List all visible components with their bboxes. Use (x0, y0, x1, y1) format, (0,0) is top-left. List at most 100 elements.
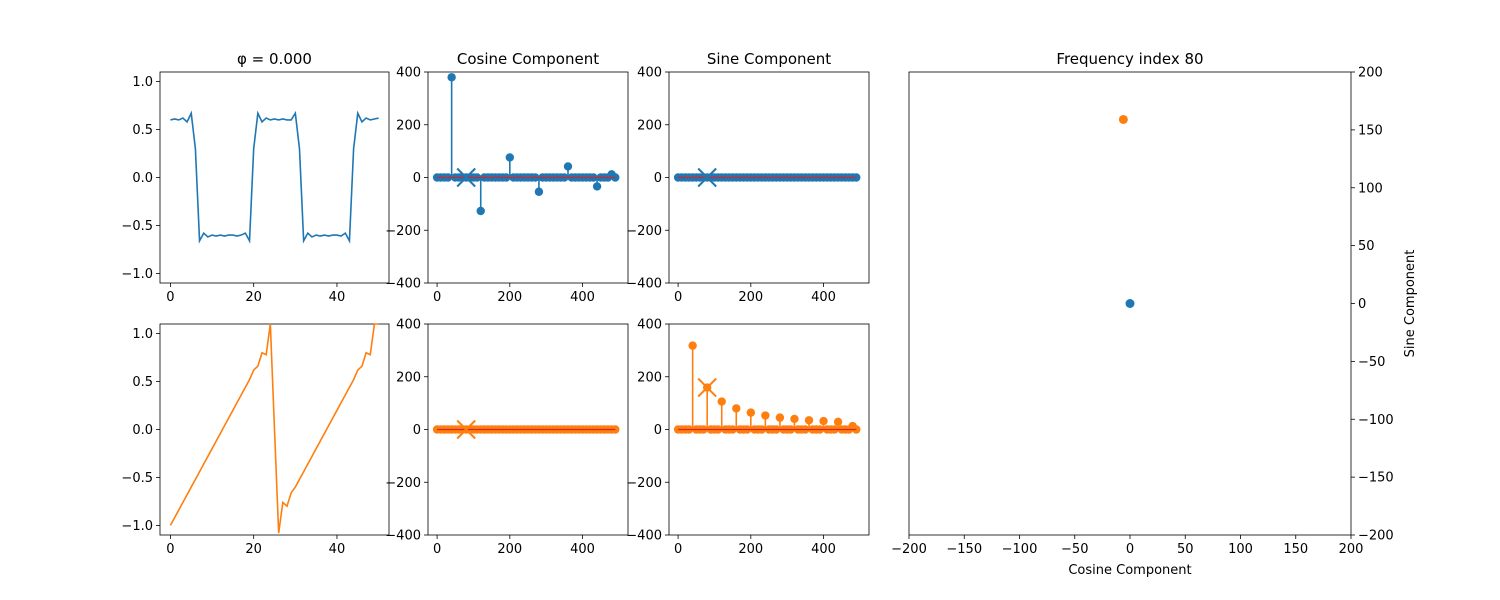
cosine_bottom-ytick-label: 0 (413, 423, 421, 438)
phase-ylabel: Sine Component (1403, 250, 1418, 358)
cosine_top-selected-marker (456, 167, 476, 188)
sine_bottom-ytick-label: 400 (637, 318, 662, 333)
sine_bottom-stem-marker (804, 416, 814, 425)
sine_bottom-stem-marker (732, 404, 741, 413)
square-xtick-label: 20 (245, 290, 262, 305)
cosine_top-ytick-label: −200 (385, 224, 421, 239)
sine_bottom-axes: 0 200 400 −400 −200 0 200 400 (626, 318, 870, 557)
phase-axes: −200 −150 −100 −50 0 50 100 150 200−200−150−100−… (891, 50, 1418, 578)
sawtooth-ytick-label: −1.0 (121, 519, 153, 534)
cosine_top-stem-marker (534, 187, 544, 196)
sine_bottom-selected-marker (697, 377, 717, 398)
phase-xtick-label: −150 (946, 542, 982, 557)
square-title: φ = 0.000 (237, 50, 312, 68)
square-ytick-label: 0.5 (132, 123, 153, 138)
cosine_top-title: Cosine Component (457, 50, 599, 68)
phase-ytick-label: −50 (1358, 355, 1385, 370)
sawtooth-series-line (169, 323, 379, 534)
sine_bottom-ytick-label: 200 (637, 370, 662, 385)
cosine_top-stem-marker (476, 206, 485, 216)
sine_bottom-stem-marker (790, 414, 799, 424)
cosine_top-ytick-label: −400 (385, 277, 421, 292)
sawtooth-ytick-label: −0.5 (121, 471, 153, 486)
sine_bottom-stem-marker (688, 341, 697, 350)
sawtooth-xtick-label: 40 (329, 542, 346, 557)
sine_bottom-ytick-label: −400 (626, 529, 662, 544)
phase-ytick-label: −150 (1358, 471, 1394, 486)
sine_bottom-stem-marker (746, 408, 756, 417)
cosine_bottom-xtick-label: 200 (497, 542, 522, 557)
sine_top-ytick-label: 200 (637, 118, 662, 133)
sine_bottom-xtick-label: 0 (674, 542, 682, 557)
cosine_bottom-axes: 0 200 400 −400 −200 0 200 400 (385, 318, 629, 557)
phase-xtick-label: 100 (1228, 542, 1253, 557)
cosine_top-stem-marker (592, 182, 602, 191)
cosine_bottom-ytick-label: 200 (396, 370, 421, 385)
phase-ytick-label: 150 (1358, 123, 1383, 138)
phase-xlabel: Cosine Component (1068, 563, 1191, 578)
cosine_top-stem-marker (505, 153, 515, 162)
phase-point (1125, 299, 1135, 308)
cosine_top-xtick-label: 200 (497, 290, 522, 305)
cosine_bottom-xtick-label: 400 (570, 542, 595, 557)
sine_top-axes: 0 200 400 −400 −200 0 200 400 Sine Component (626, 50, 870, 305)
sine_bottom-stem-marker (717, 397, 726, 406)
phase-ytick-label: −100 (1358, 413, 1394, 428)
square-ytick-label: −0.5 (121, 219, 153, 234)
cosine_top-stem-marker (447, 73, 456, 82)
phase-xtick-label: −50 (1061, 542, 1088, 557)
sine_top-title: Sine Component (707, 50, 831, 68)
sine_bottom-stem-marker (761, 411, 770, 420)
sine_top-ytick-label: 0 (654, 171, 662, 186)
cosine_top-ytick-label: 200 (396, 118, 421, 133)
square-xtick-label: 40 (329, 290, 346, 305)
square-ytick-label: −1.0 (121, 267, 153, 282)
phase-title: Frequency index 80 (1056, 50, 1203, 68)
sine_bottom-xtick-label: 400 (811, 542, 836, 557)
cosine_top-ytick-label: 400 (396, 66, 421, 81)
phase-xtick-label: −200 (891, 542, 927, 557)
phase-xtick-label: 150 (1283, 542, 1308, 557)
cosine_top-ytick-label: 0 (413, 171, 421, 186)
sine_bottom-stem-marker (775, 413, 785, 422)
cosine_top-xtick-label: 0 (433, 290, 441, 305)
phase-point (1118, 114, 1128, 124)
sawtooth-ytick-label: 0.5 (132, 375, 153, 390)
sine_bottom-ytick-label: −200 (626, 476, 662, 491)
cosine_bottom-ytick-label: −400 (385, 529, 421, 544)
sine_top-xtick-label: 0 (674, 290, 682, 305)
phase-xtick-label: 50 (1177, 542, 1194, 557)
cosine_top-xtick-label: 400 (570, 290, 595, 305)
sine_bottom-xtick-label: 200 (738, 542, 763, 557)
sine_bottom-stem-marker (819, 416, 828, 426)
sawtooth-xtick-label: 20 (245, 542, 262, 557)
phase-xtick-label: 200 (1339, 542, 1364, 557)
sawtooth-ytick-label: 1.0 (132, 327, 153, 342)
square-frame (159, 71, 390, 284)
square-axes: 0 20 40 −1.0 −0.5 0.0 0.5 1.0 φ = 0.000 (121, 50, 390, 305)
cosine_top-axes: 0 200 400 −400 −200 0 200 400 Cosine Component (385, 50, 629, 305)
sine_top-xtick-label: 400 (811, 290, 836, 305)
square-series-line (170, 110, 379, 244)
cosine_bottom-ytick-label: −200 (385, 476, 421, 491)
phase-ytick-label: 200 (1358, 66, 1383, 81)
cosine_bottom-selected-marker (456, 419, 476, 440)
sine_bottom-stem-marker (833, 417, 843, 427)
sine_bottom-ytick-label: 0 (654, 423, 662, 438)
cosine_top-stem-marker (563, 162, 573, 171)
sine_top-ytick-label: 400 (637, 66, 662, 81)
sine_top-selected-marker (697, 167, 717, 188)
sawtooth-axes: 0 20 40 −1.0 −0.5 0.0 0.5 1.0 (121, 323, 390, 557)
phase-xtick-label: −100 (1002, 542, 1038, 557)
square-ytick-label: 1.0 (132, 75, 153, 90)
phase-ytick-label: 50 (1358, 239, 1375, 254)
square-xtick-label: 0 (166, 290, 174, 305)
sine_top-ytick-label: −200 (626, 224, 662, 239)
square-ytick-label: 0.0 (132, 171, 153, 186)
sawtooth-ytick-label: 0.0 (132, 423, 153, 438)
phase-xtick-label: 0 (1126, 542, 1134, 557)
phase-ytick-label: −200 (1358, 529, 1394, 544)
cosine_bottom-xtick-label: 0 (433, 542, 441, 557)
cosine_bottom-ytick-label: 400 (396, 318, 421, 333)
